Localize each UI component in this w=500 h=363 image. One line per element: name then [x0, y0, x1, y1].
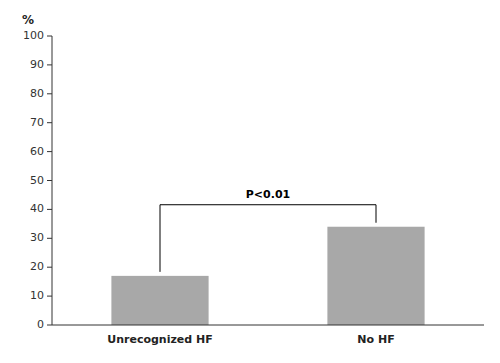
y-tick	[47, 267, 52, 268]
y-tick	[47, 238, 52, 239]
chart-svg: 0 10 20 30 40 50 60 70 80 90 100% Unrecognized HF No…	[0, 0, 500, 363]
x-axis: Unrecognized HF No HF	[52, 325, 484, 346]
y-tick-label: 50	[30, 174, 44, 187]
p-value-label: P<0.01	[246, 188, 290, 201]
y-tick-label: 40	[30, 202, 44, 215]
bracket-line	[160, 204, 376, 205]
y-tick	[47, 296, 52, 297]
y-tick	[47, 122, 52, 123]
y-tick	[47, 325, 52, 326]
y-tick	[47, 151, 52, 152]
y-tick-label: 80	[30, 87, 44, 100]
y-tick-label: 60	[30, 145, 44, 158]
y-axis-label: %	[22, 13, 34, 27]
x-axis-line	[52, 325, 484, 326]
bracket-line	[160, 205, 161, 272]
y-tick	[47, 36, 52, 37]
y-tick-label: 90	[30, 58, 44, 71]
x-tick-label: Unrecognized HF	[107, 333, 213, 346]
y-tick-label: 30	[30, 231, 44, 244]
y-axis: 0 10 20 30 40 50 60 70 80 90 100	[23, 29, 52, 331]
y-tick	[47, 64, 52, 65]
y-tick-label: 100	[23, 29, 44, 42]
significance-annotation: P<0.01	[160, 188, 376, 272]
bars	[111, 227, 424, 325]
bar	[327, 227, 424, 325]
bar	[111, 276, 208, 325]
chart-container: 0 10 20 30 40 50 60 70 80 90 100% Unrecognized HF No…	[0, 0, 500, 363]
y-tick	[47, 180, 52, 181]
y-tick	[47, 209, 52, 210]
y-tick-label: 70	[30, 116, 44, 129]
bracket-line	[376, 205, 377, 223]
y-tick-label: 0	[37, 318, 44, 331]
y-tick-label: 10	[30, 289, 44, 302]
y-tick-label: 20	[30, 260, 44, 273]
x-tick-label: No HF	[357, 333, 394, 346]
y-tick	[47, 93, 52, 94]
